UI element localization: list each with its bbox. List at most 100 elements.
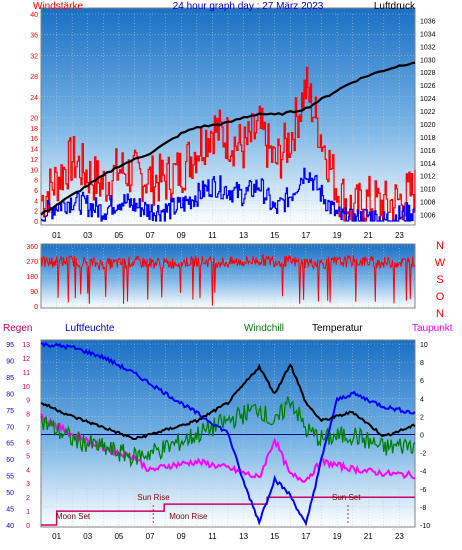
humidity-tick-label: 95 xyxy=(6,342,14,349)
rain-tick-label: 11 xyxy=(23,370,30,377)
series-luftdruck xyxy=(40,61,416,216)
rain-tick-label: 12 xyxy=(22,356,30,363)
wind-tick-label: 2 xyxy=(34,209,38,216)
temp-tick-label: -2 xyxy=(420,451,426,458)
annotation-moon-rise: Moon Rise xyxy=(169,512,208,521)
humidity-tick-label: 75 xyxy=(6,408,14,415)
hour-tick-label: 15 xyxy=(270,231,279,240)
pressure-tick-label: 1026 xyxy=(420,83,436,90)
humidity-tick-label: 85 xyxy=(6,375,14,382)
temp-tick-label: 2 xyxy=(420,414,424,421)
direction-tick-label: 0 xyxy=(34,304,38,311)
hour-tick-label: 03 xyxy=(83,231,92,240)
rain-tick-label: 9 xyxy=(26,398,30,405)
wind-tick-label: 10 xyxy=(30,167,38,174)
hour-tick-label: 13 xyxy=(239,532,248,541)
pressure-tick-label: 1006 xyxy=(420,213,436,220)
direction-tick-label: 360 xyxy=(26,244,38,251)
pressure-tick-label: 1032 xyxy=(420,44,436,51)
series-boeen xyxy=(41,167,415,222)
legend-luftfeuchte: Luftfeuchte xyxy=(65,323,115,334)
chart-title: 24 hour graph day : 27 März 2023 xyxy=(173,1,324,12)
hour-tick-label: 11 xyxy=(208,532,217,541)
series-temperatur xyxy=(40,363,416,440)
hour-tick-label: 07 xyxy=(146,532,155,541)
temp-tick-label: -6 xyxy=(420,487,426,494)
pressure-tick-label: 1018 xyxy=(420,135,436,142)
pressure-tick-label: 1010 xyxy=(420,187,436,194)
legend-temperatur: Temperatur xyxy=(312,323,363,334)
rain-tick-label: 4 xyxy=(26,467,30,474)
legend-regen: Regen xyxy=(3,323,32,334)
annotation-moon-set: Moon Set xyxy=(56,512,91,521)
rain-tick-label: 10 xyxy=(22,384,30,391)
luftdruck-label: Luftdruck xyxy=(374,1,416,12)
wind-tick-label: 14 xyxy=(30,147,38,154)
hour-tick-label: 17 xyxy=(301,532,310,541)
hour-tick-label: 13 xyxy=(239,231,248,240)
wind-tick-label: 36 xyxy=(30,33,38,40)
series-windrichtung xyxy=(40,253,416,306)
hour-tick-label: 21 xyxy=(364,532,373,541)
legend-windchill: Windchill xyxy=(244,323,284,334)
pressure-tick-label: 1014 xyxy=(420,161,436,168)
compass-label-o: O xyxy=(436,291,445,303)
direction-tick-label: 270 xyxy=(26,259,38,266)
humidity-tick-label: 60 xyxy=(6,457,14,464)
windstaerke-label: Windstärke xyxy=(33,1,83,12)
hour-tick-label: 23 xyxy=(395,231,404,240)
series-layer xyxy=(40,61,416,527)
wind-tick-label: 16 xyxy=(30,136,38,143)
hour-tick-label: 07 xyxy=(146,231,155,240)
annotation-sun-rise: Sun Rise xyxy=(137,493,170,502)
hour-tick-label: 09 xyxy=(177,231,186,240)
humidity-tick-label: 45 xyxy=(6,507,14,514)
temp-tick-label: 4 xyxy=(420,396,424,403)
hour-tick-label: 17 xyxy=(301,231,310,240)
hour-tick-label: 11 xyxy=(208,231,217,240)
temp-tick-label: -8 xyxy=(420,505,426,512)
rain-tick-label: 5 xyxy=(26,453,30,460)
hour-tick-label: 01 xyxy=(52,532,61,541)
humidity-tick-label: 70 xyxy=(6,424,14,431)
temp-tick-label: 8 xyxy=(420,360,424,367)
hour-tick-label: 19 xyxy=(333,532,342,541)
rain-tick-label: 6 xyxy=(26,439,30,446)
rain-tick-label: 2 xyxy=(26,495,30,502)
temp-tick-label: 0 xyxy=(420,433,424,440)
annotation-sun-set: Sun Set xyxy=(332,493,361,502)
temp-tick-label: -10 xyxy=(420,523,430,530)
wind-tick-label: 12 xyxy=(30,157,38,164)
compass-label-w: W xyxy=(435,257,446,269)
series-windchill xyxy=(40,396,416,468)
legend-taupunkt: Taupunkt xyxy=(412,323,453,334)
wind-tick-label: 20 xyxy=(30,116,38,123)
humidity-tick-label: 65 xyxy=(6,441,14,448)
hour-tick-label: 23 xyxy=(395,532,404,541)
series-luftfeuchte xyxy=(40,341,416,527)
rain-tick-label: 13 xyxy=(22,342,30,349)
pressure-tick-label: 1020 xyxy=(420,122,436,129)
hour-tick-label: 15 xyxy=(270,532,279,541)
wind-tick-label: 4 xyxy=(34,198,38,205)
direction-tick-label: 90 xyxy=(30,289,38,296)
wind-tick-label: 0 xyxy=(34,219,38,226)
hour-tick-label: 19 xyxy=(333,231,342,240)
rain-tick-label: 0 xyxy=(26,523,30,530)
rain-tick-label: 8 xyxy=(26,412,30,419)
hour-tick-label: 05 xyxy=(114,231,123,240)
wind-tick-label: 28 xyxy=(30,74,38,81)
humidity-tick-label: 90 xyxy=(6,358,14,365)
humidity-tick-label: 40 xyxy=(6,523,14,530)
humidity-tick-label: 50 xyxy=(6,490,14,497)
temp-tick-label: 6 xyxy=(420,378,424,385)
hour-tick-label: 01 xyxy=(52,231,61,240)
wind-tick-label: 32 xyxy=(30,53,38,60)
temp-tick-label: -4 xyxy=(420,469,426,476)
pressure-tick-label: 1024 xyxy=(420,96,436,103)
hour-tick-label: 09 xyxy=(177,532,186,541)
pressure-tick-label: 1022 xyxy=(420,109,436,116)
wind-tick-label: 18 xyxy=(30,126,38,133)
pressure-tick-label: 1036 xyxy=(420,18,436,25)
